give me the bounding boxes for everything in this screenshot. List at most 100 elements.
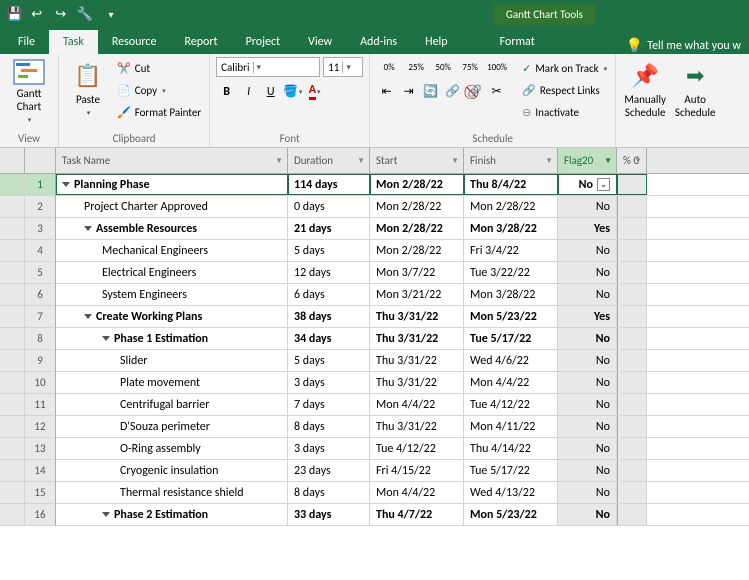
column-header-pct[interactable]: % C▼ <box>617 148 647 173</box>
table-row[interactable]: Electrical Engineers12 daysMon 3/7/22Tue… <box>56 262 749 284</box>
cell-pct[interactable] <box>617 218 647 239</box>
cell-flag20[interactable]: No <box>558 240 617 261</box>
cell-flag20[interactable]: No <box>558 350 617 371</box>
cell-pct[interactable] <box>617 240 647 261</box>
row-header[interactable]: 7 <box>0 306 56 328</box>
table-row[interactable]: Planning Phase114 daysMon 2/28/22Thu 8/4… <box>56 174 749 196</box>
cell-finish[interactable]: Wed 4/13/22 <box>464 482 558 503</box>
cell-duration[interactable]: 3 days <box>288 372 370 393</box>
cell-pct[interactable] <box>617 460 647 481</box>
cell-task-name[interactable]: D'Souza perimeter <box>56 416 288 437</box>
cell-flag20[interactable]: No <box>558 328 617 349</box>
table-row[interactable]: Slider5 daysThu 3/31/22Wed 4/6/22No <box>56 350 749 372</box>
tab-project[interactable]: Project <box>232 30 294 54</box>
cell-pct[interactable] <box>617 328 647 349</box>
cell-duration[interactable]: 8 days <box>288 416 370 437</box>
column-header-flag[interactable]: Flag20▼ <box>558 148 617 173</box>
cell-flag20[interactable]: Yes <box>558 218 617 239</box>
cell-duration[interactable]: 12 days <box>288 262 370 283</box>
cell-finish[interactable]: Tue 5/17/22 <box>464 328 558 349</box>
cell-flag20[interactable]: No <box>558 438 617 459</box>
cell-start[interactable]: Mon 3/21/22 <box>370 284 464 305</box>
undo-button[interactable]: ↩▾ <box>28 3 50 25</box>
cell-flag20[interactable]: No <box>558 262 617 283</box>
link-button[interactable]: 🔗 <box>442 81 463 102</box>
cell-duration[interactable]: 3 days <box>288 438 370 459</box>
cell-finish[interactable]: Tue 3/22/22 <box>464 262 558 283</box>
cell-start[interactable]: Thu 3/31/22 <box>370 416 464 437</box>
tab-help[interactable]: Help <box>411 30 462 54</box>
table-row[interactable]: Plate movement3 daysThu 3/31/22Mon 4/4/2… <box>56 372 749 394</box>
cell-pct[interactable] <box>617 394 647 415</box>
column-header-dur[interactable]: Duration▼ <box>288 148 370 173</box>
cell-flag20[interactable]: No <box>558 504 617 525</box>
cell-duration[interactable]: 5 days <box>288 350 370 371</box>
cell-start[interactable]: Fri 4/15/22 <box>370 460 464 481</box>
cell-task-name[interactable]: Create Working Plans <box>56 306 288 327</box>
redo-button[interactable]: ↪▾ <box>52 3 74 25</box>
table-row[interactable]: Phase 2 Estimation33 daysThu 4/7/22Mon 5… <box>56 504 749 526</box>
row-header[interactable]: 9 <box>0 350 56 372</box>
tab-view[interactable]: View <box>294 30 346 54</box>
cell-start[interactable]: Thu 4/7/22 <box>370 504 464 525</box>
table-row[interactable]: Centrifugal barrier7 daysMon 4/4/22Tue 4… <box>56 394 749 416</box>
tab-task[interactable]: Task <box>49 30 98 54</box>
tab-report[interactable]: Report <box>170 30 231 54</box>
cell-task-name[interactable]: Phase 1 Estimation <box>56 328 288 349</box>
cell-task-name[interactable]: Slider <box>56 350 288 371</box>
fill-color-button[interactable]: 🪣▾ <box>282 81 303 102</box>
tab-format[interactable]: Format <box>486 30 549 54</box>
row-header[interactable]: 10 <box>0 372 56 394</box>
cell-task-name[interactable]: Project Charter Approved <box>56 196 288 217</box>
row-header[interactable]: 1 <box>0 174 56 196</box>
tab-file[interactable]: File <box>4 30 49 54</box>
cell-task-name[interactable]: Phase 2 Estimation <box>56 504 288 525</box>
cell-flag20[interactable]: No⌄ <box>558 174 617 195</box>
row-header[interactable]: 5 <box>0 262 56 284</box>
respect-links-button[interactable]: 🔗Respect Links <box>520 79 609 101</box>
outdent-button[interactable]: ⇤ <box>376 81 397 102</box>
cell-start[interactable]: Thu 3/31/22 <box>370 328 464 349</box>
cell-start[interactable]: Tue 4/12/22 <box>370 438 464 459</box>
table-row[interactable]: Assemble Resources21 daysMon 2/28/22Mon … <box>56 218 749 240</box>
qat-customize-button[interactable]: ▾ <box>100 3 122 25</box>
cell-flag20[interactable]: No <box>558 394 617 415</box>
cell-pct[interactable] <box>617 372 647 393</box>
table-row[interactable]: Mechanical Engineers5 daysMon 2/28/22Fri… <box>56 240 749 262</box>
cell-duration[interactable]: 21 days <box>288 218 370 239</box>
cell-duration[interactable]: 34 days <box>288 328 370 349</box>
cell-duration[interactable]: 5 days <box>288 240 370 261</box>
row-header[interactable]: 13 <box>0 438 56 460</box>
cut-button[interactable]: ✂️Cut <box>115 57 203 79</box>
table-row[interactable]: D'Souza perimeter8 daysThu 3/31/22Mon 4/… <box>56 416 749 438</box>
cell-pct[interactable] <box>617 350 647 371</box>
cell-start[interactable]: Mon 2/28/22 <box>370 196 464 217</box>
cell-task-name[interactable]: Plate movement <box>56 372 288 393</box>
cell-finish[interactable]: Mon 4/4/22 <box>464 372 558 393</box>
cell-duration[interactable]: 38 days <box>288 306 370 327</box>
cell-start[interactable]: Mon 4/4/22 <box>370 394 464 415</box>
row-header[interactable]: 16 <box>0 504 56 526</box>
cell-start[interactable]: Thu 3/31/22 <box>370 350 464 371</box>
save-button[interactable]: 💾 <box>4 3 26 25</box>
cell-duration[interactable]: 8 days <box>288 482 370 503</box>
mark-on-track-button[interactable]: ✓Mark on Track▾ <box>520 57 609 79</box>
cell-task-name[interactable]: Planning Phase <box>56 174 288 195</box>
row-header[interactable]: 14 <box>0 460 56 482</box>
table-row[interactable]: O-Ring assembly3 daysTue 4/12/22Thu 4/14… <box>56 438 749 460</box>
table-row[interactable]: System Engineers6 daysMon 3/21/22Mon 3/2… <box>56 284 749 306</box>
cell-finish[interactable]: Fri 3/4/22 <box>464 240 558 261</box>
pct-25[interactable]: 25% <box>403 57 429 78</box>
split-button[interactable]: ✂ <box>486 81 507 102</box>
cell-pct[interactable] <box>617 306 647 327</box>
cell-start[interactable]: Thu 3/31/22 <box>370 306 464 327</box>
cell-task-name[interactable]: Centrifugal barrier <box>56 394 288 415</box>
row-header[interactable]: 2 <box>0 196 56 218</box>
cell-finish[interactable]: Tue 4/12/22 <box>464 394 558 415</box>
row-header[interactable]: 8 <box>0 328 56 350</box>
cell-start[interactable]: Mon 2/28/22 <box>370 174 464 195</box>
cell-duration[interactable]: 33 days <box>288 504 370 525</box>
format-painter-button[interactable]: 🖌️Format Painter <box>115 101 203 123</box>
cell-flag20[interactable]: No <box>558 482 617 503</box>
cell-finish[interactable]: Thu 4/14/22 <box>464 438 558 459</box>
